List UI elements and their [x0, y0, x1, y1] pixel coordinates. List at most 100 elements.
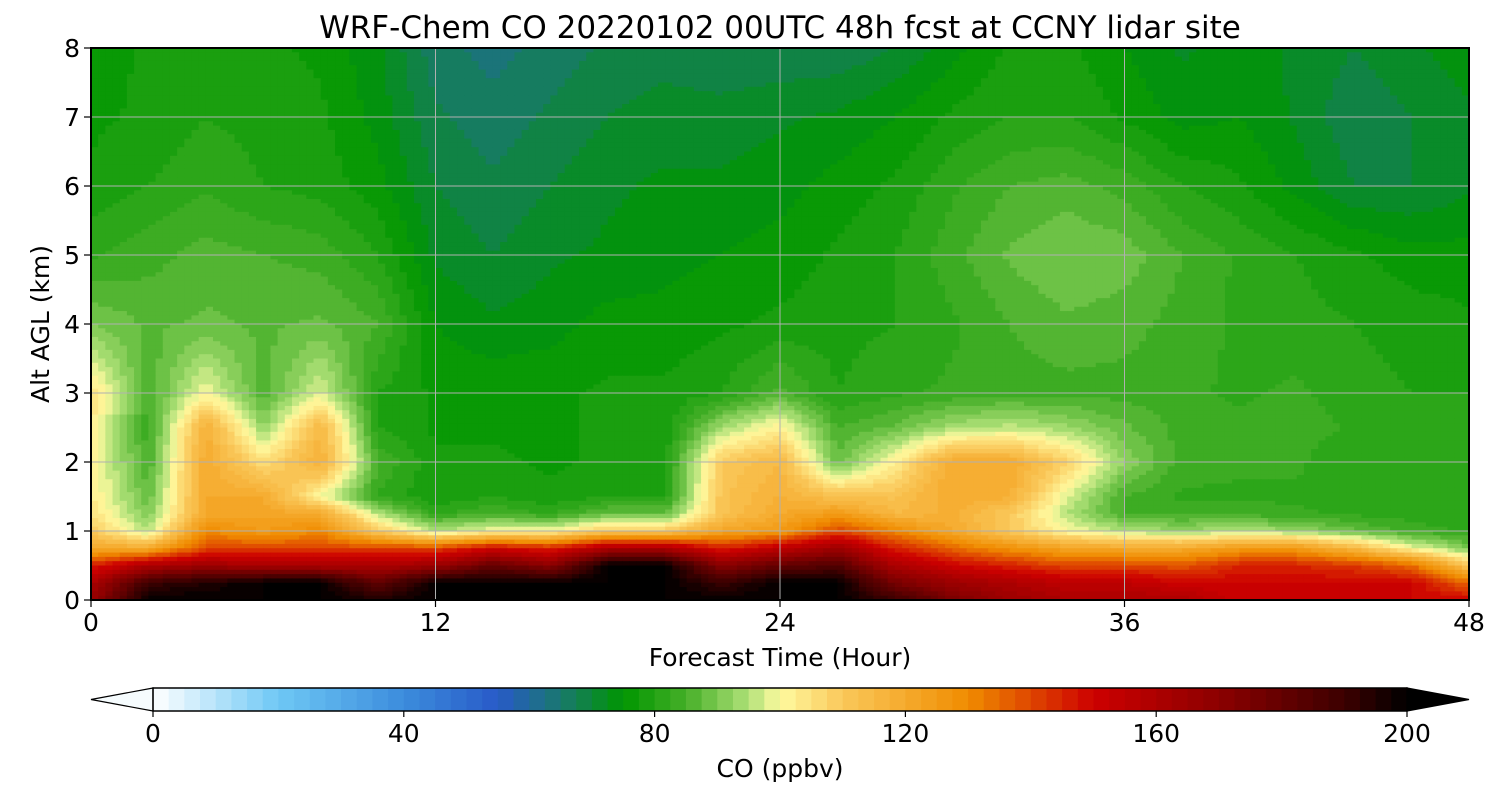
field-cell — [859, 117, 867, 122]
field-cell — [1168, 152, 1176, 157]
field-cell — [1369, 156, 1377, 161]
field-cell — [414, 117, 422, 122]
field-cell — [270, 65, 278, 70]
field-cell — [1146, 130, 1154, 135]
field-cell — [1002, 130, 1010, 135]
field-cell — [916, 78, 924, 83]
field-cell — [321, 126, 329, 131]
field-cell — [658, 57, 666, 62]
field-cell — [665, 108, 673, 113]
field-cell — [1139, 117, 1147, 122]
field-cell — [249, 152, 257, 157]
field-cell — [615, 100, 623, 105]
field-cell — [256, 156, 264, 161]
field-cell — [658, 100, 666, 105]
field-cell — [608, 83, 616, 88]
field-cell — [1067, 100, 1075, 105]
field-cell — [586, 83, 594, 88]
field-cell — [902, 70, 910, 75]
field-cell — [1340, 70, 1348, 75]
field-cell — [479, 61, 487, 66]
field-cell — [1067, 95, 1075, 100]
field-cell — [206, 87, 214, 92]
field-cell — [550, 147, 558, 152]
field-cell — [177, 156, 185, 161]
field-cell — [959, 70, 967, 75]
field-cell — [120, 160, 128, 165]
field-cell — [744, 70, 752, 75]
field-cell — [299, 87, 307, 92]
field-cell — [1404, 52, 1412, 57]
field-cell — [1146, 83, 1154, 88]
field-cell — [845, 152, 853, 157]
field-cell — [1182, 65, 1190, 70]
field-cell — [1117, 65, 1125, 70]
field-cell — [414, 78, 422, 83]
field-cell — [651, 70, 659, 75]
field-cell — [1117, 70, 1125, 75]
field-cell — [400, 57, 408, 62]
field-cell — [457, 147, 465, 152]
field-cell — [866, 134, 874, 139]
field-cell — [299, 121, 307, 126]
field-cell — [902, 139, 910, 144]
field-cell — [328, 130, 336, 135]
field-cell — [593, 87, 601, 92]
field-cell — [1304, 61, 1312, 66]
field-cell — [1297, 70, 1305, 75]
field-cell — [1110, 156, 1118, 161]
field-cell — [938, 134, 946, 139]
field-cell — [1125, 130, 1133, 135]
field-cell — [1168, 83, 1176, 88]
field-cell — [988, 65, 996, 70]
field-cell — [199, 87, 207, 92]
field-cell — [687, 83, 695, 88]
field-cell — [536, 61, 544, 66]
field-cell — [191, 74, 199, 79]
field-cell — [321, 78, 329, 83]
field-cell — [974, 61, 982, 66]
field-cell — [837, 87, 845, 92]
field-cell — [156, 57, 164, 62]
field-cell — [845, 126, 853, 131]
field-cell — [586, 108, 594, 113]
field-cell — [471, 52, 479, 57]
field-cell — [299, 61, 307, 66]
field-cell — [608, 52, 616, 57]
field-cell — [909, 91, 917, 96]
field-cell — [113, 156, 121, 161]
field-cell — [694, 130, 702, 135]
field-cell — [708, 130, 716, 135]
field-cell — [1325, 61, 1333, 66]
field-cell — [199, 143, 207, 148]
field-cell — [1254, 70, 1262, 75]
field-cell — [113, 139, 121, 144]
field-cell — [184, 147, 192, 152]
field-cell — [550, 61, 558, 66]
field-cell — [794, 78, 802, 83]
field-cell — [156, 156, 164, 161]
field-cell — [378, 130, 386, 135]
field-cell — [1218, 121, 1226, 126]
field-cell — [342, 143, 350, 148]
field-cell — [644, 117, 652, 122]
field-cell — [1010, 143, 1018, 148]
field-cell — [328, 126, 336, 131]
field-cell — [802, 91, 810, 96]
field-cell — [995, 117, 1003, 122]
field-cell — [644, 108, 652, 113]
field-cell — [852, 91, 860, 96]
field-cell — [479, 91, 487, 96]
field-cell — [1017, 61, 1025, 66]
field-cell — [313, 147, 321, 152]
field-cell — [256, 108, 264, 113]
field-cell — [249, 139, 257, 144]
field-cell — [816, 87, 824, 92]
field-cell — [945, 78, 953, 83]
field-cell — [938, 117, 946, 122]
field-cell — [414, 152, 422, 157]
field-cell — [701, 100, 709, 105]
field-cell — [1038, 126, 1046, 131]
field-cell — [148, 61, 156, 66]
field-cell — [436, 87, 444, 92]
